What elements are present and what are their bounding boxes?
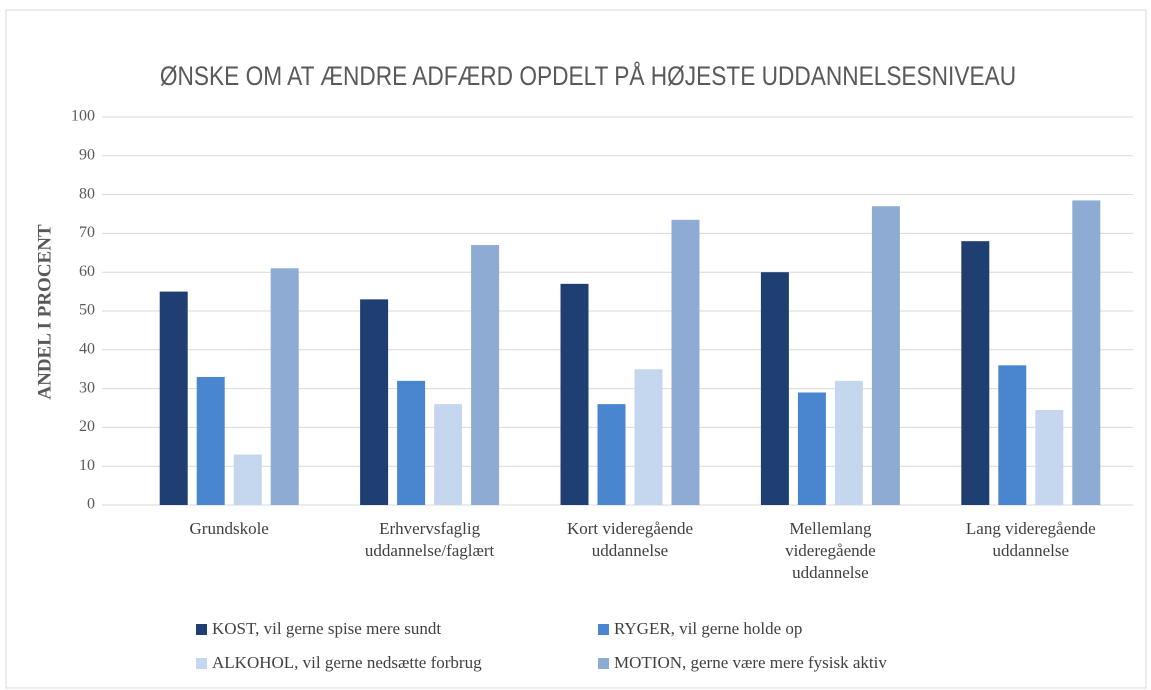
- x-tick-label: uddannelse/faglært: [365, 541, 495, 560]
- chart-title: ØNSKE OM AT ÆNDRE ADFÆRD OPDELT PÅ HØJES…: [160, 59, 1016, 91]
- bar: [760, 272, 789, 505]
- bar: [560, 283, 589, 505]
- x-tick-label: Kort videregående: [567, 519, 693, 538]
- bar: [998, 365, 1027, 505]
- bar: [597, 404, 626, 505]
- bar: [434, 404, 463, 505]
- x-tick-label: Lang videregående: [966, 519, 1096, 538]
- bar: [671, 219, 700, 505]
- bar: [397, 380, 426, 505]
- bar: [196, 376, 225, 505]
- y-tick-label: 20: [79, 418, 95, 435]
- bar: [871, 206, 900, 506]
- y-tick-label: 100: [71, 108, 95, 125]
- x-tick-label: Erhvervsfaglig: [379, 519, 481, 538]
- y-tick-label: 60: [79, 263, 95, 280]
- bar: [834, 380, 863, 505]
- bar: [159, 291, 188, 505]
- x-tick-label: Grundskole: [190, 519, 269, 538]
- y-tick-label: 50: [79, 302, 95, 319]
- x-tick-label: videregående: [785, 541, 876, 560]
- bar: [1072, 200, 1101, 506]
- legend-swatch: [598, 658, 609, 669]
- y-tick-label: 80: [79, 185, 95, 202]
- bar: [270, 268, 299, 505]
- y-tick-label: 70: [79, 224, 95, 241]
- legend-label: RYGER, vil gerne holde op: [614, 619, 802, 638]
- bar: [961, 241, 990, 505]
- bar: [1035, 409, 1064, 505]
- x-tick-label: uddannelse: [592, 541, 668, 560]
- bar: [471, 245, 500, 506]
- legend-label: ALKOHOL, vil gerne nedsætte forbrug: [212, 653, 482, 672]
- y-tick-label: 10: [79, 457, 95, 474]
- bar: [797, 392, 826, 505]
- legend-label: KOST, vil gerne spise mere sundt: [212, 619, 441, 638]
- bar: [233, 454, 262, 505]
- x-tick-label: uddannelse: [792, 563, 868, 582]
- bar: [634, 369, 663, 505]
- x-tick-label: Mellemlang: [789, 519, 872, 538]
- y-tick-label: 90: [79, 146, 95, 163]
- y-tick-label: 0: [87, 496, 95, 513]
- legend-swatch: [196, 624, 207, 635]
- y-axis-label: ANDEL I PROCENT: [34, 224, 55, 400]
- legend-swatch: [196, 658, 207, 669]
- legend-swatch: [598, 624, 609, 635]
- x-tick-label: uddannelse: [993, 541, 1069, 560]
- legend-label: MOTION, gerne være mere fysisk aktiv: [614, 653, 887, 672]
- y-tick-label: 40: [79, 340, 95, 357]
- y-tick-label: 30: [79, 379, 95, 396]
- bar: [360, 299, 389, 505]
